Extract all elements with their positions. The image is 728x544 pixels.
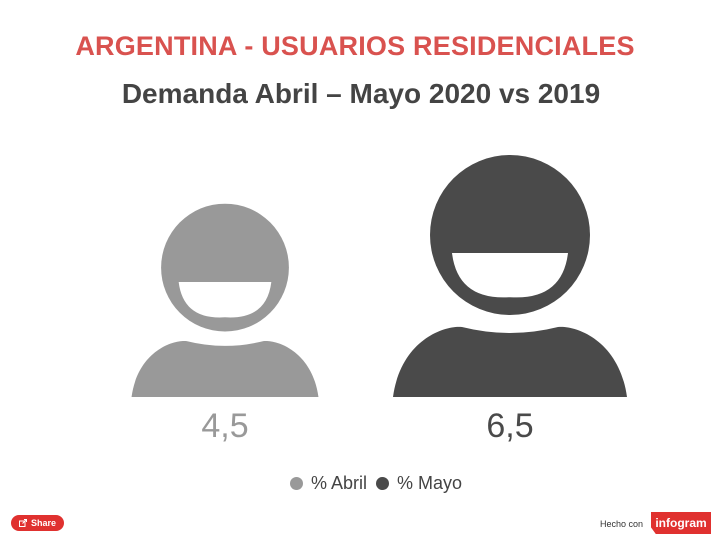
infogram-logo[interactable]: infogram xyxy=(651,512,711,534)
person-icon-mayo xyxy=(393,155,627,397)
person-body xyxy=(131,340,319,397)
legend-label-mayo: % Mayo xyxy=(397,473,463,493)
person-smile xyxy=(452,253,568,298)
made-with-text: Hecho con xyxy=(600,519,644,529)
person-smile xyxy=(178,281,272,318)
share-label: Share xyxy=(30,518,56,528)
person-icon-abril xyxy=(131,203,319,397)
chart-title: ARGENTINA - USUARIOS RESIDENCIALES xyxy=(75,31,635,61)
share-icon xyxy=(18,519,27,527)
person-body xyxy=(393,326,627,397)
chart-subtitle: Demanda Abril – Mayo 2020 vs 2019 xyxy=(121,78,601,109)
legend: % Abril % Mayo xyxy=(290,473,471,494)
share-button[interactable]: Share xyxy=(11,515,64,531)
value-label-mayo: 6,5 xyxy=(486,407,533,445)
legend-dot-abril xyxy=(290,477,303,490)
value-label-abril: 4,5 xyxy=(201,407,248,445)
legend-label-abril: % Abril xyxy=(311,473,368,493)
legend-item-abril[interactable]: % Abril xyxy=(290,473,367,494)
legend-item-mayo[interactable]: % Mayo xyxy=(376,473,462,494)
legend-dot-mayo xyxy=(376,477,390,490)
